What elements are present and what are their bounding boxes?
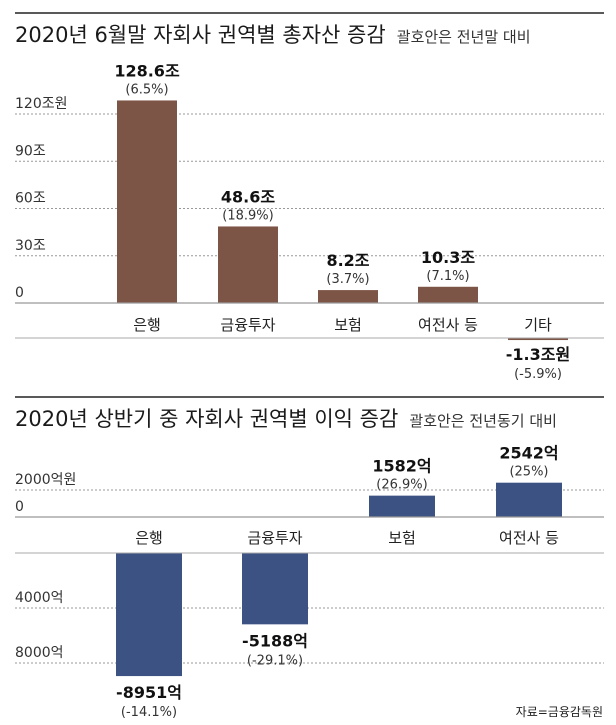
bar xyxy=(218,226,278,303)
chart1-title-main: 2020년 6월말 자회사 권역별 총자산 증감 xyxy=(15,23,386,47)
bar xyxy=(369,495,435,517)
category-label: 보험 xyxy=(334,316,362,334)
category-label: 금융투자 xyxy=(220,316,275,334)
pct-label: (26.9%) xyxy=(376,478,427,493)
chart2-subtitle: 괄호안은 전년동기 대비 xyxy=(409,412,557,430)
chart1: 0 30조 60조 90조 120조원 128.6조 (6.5%) 은행 48.6조 (18.9%… xyxy=(15,61,604,382)
bar xyxy=(418,286,478,303)
bar xyxy=(242,553,308,625)
category-label: 여전사 등 xyxy=(418,316,478,334)
y-tick-label: 120조원 xyxy=(15,96,67,112)
value-label: 10.3조 xyxy=(421,248,475,267)
value-label: 48.6조 xyxy=(221,187,275,206)
bar xyxy=(117,100,177,303)
pct-label: (-29.1%) xyxy=(247,653,303,668)
value-label: -8951억 xyxy=(116,683,182,702)
chart1-subtitle: 괄호안은 전년말 대비 xyxy=(397,28,531,46)
source-note: 자료=금융감독원 xyxy=(516,705,603,719)
pct-label: (7.1%) xyxy=(426,269,469,284)
category-label: 은행 xyxy=(135,529,163,547)
y-tick-label: 30조 xyxy=(15,238,46,254)
y-tick-label: 90조 xyxy=(15,143,46,159)
y-tick-label: 4000억 xyxy=(15,590,64,606)
bar xyxy=(508,338,568,341)
pct-label: (-5.9%) xyxy=(514,367,562,382)
value-label: 128.6조 xyxy=(114,61,180,80)
y-tick-label: 8000억 xyxy=(15,645,64,661)
chart2-title: 2020년 상반기 중 자회사 권역별 이익 증감 괄호안은 전년동기 대비 xyxy=(15,407,557,431)
bar xyxy=(318,290,378,303)
pct-label: (-14.1%) xyxy=(121,705,177,720)
value-label: 2542억 xyxy=(499,444,558,463)
chart1-title: 2020년 6월말 자회사 권역별 총자산 증감 괄호안은 전년말 대비 xyxy=(15,23,531,47)
pct-label: (6.5%) xyxy=(125,82,168,97)
pct-label: (18.9%) xyxy=(222,208,273,223)
y-tick-label: 60조 xyxy=(15,191,46,207)
value-label: -5188억 xyxy=(242,631,308,650)
y-tick-label: 0 xyxy=(15,285,24,301)
category-label: 금융투자 xyxy=(247,529,302,547)
y-tick-label: 0 xyxy=(15,499,24,515)
pct-label: (25%) xyxy=(509,465,548,480)
bar xyxy=(496,482,562,517)
category-label: 여전사 등 xyxy=(499,529,559,547)
value-label: 8.2조 xyxy=(326,251,369,270)
y-tick-label: 2000억원 xyxy=(15,472,76,488)
bar xyxy=(116,553,182,677)
chart2: 0 2000억원 4000억 8000억 -8951억 (-14.1%) 은행 -5188억 (… xyxy=(15,444,604,720)
pct-label: (3.7%) xyxy=(326,272,369,287)
category-label: 기타 xyxy=(524,316,552,334)
value-label: -1.3조원 xyxy=(506,345,570,364)
chart2-title-main: 2020년 상반기 중 자회사 권역별 이익 증감 xyxy=(15,407,398,431)
category-label: 은행 xyxy=(133,316,161,334)
category-label: 보험 xyxy=(388,529,416,547)
value-label: 1582억 xyxy=(372,457,431,476)
